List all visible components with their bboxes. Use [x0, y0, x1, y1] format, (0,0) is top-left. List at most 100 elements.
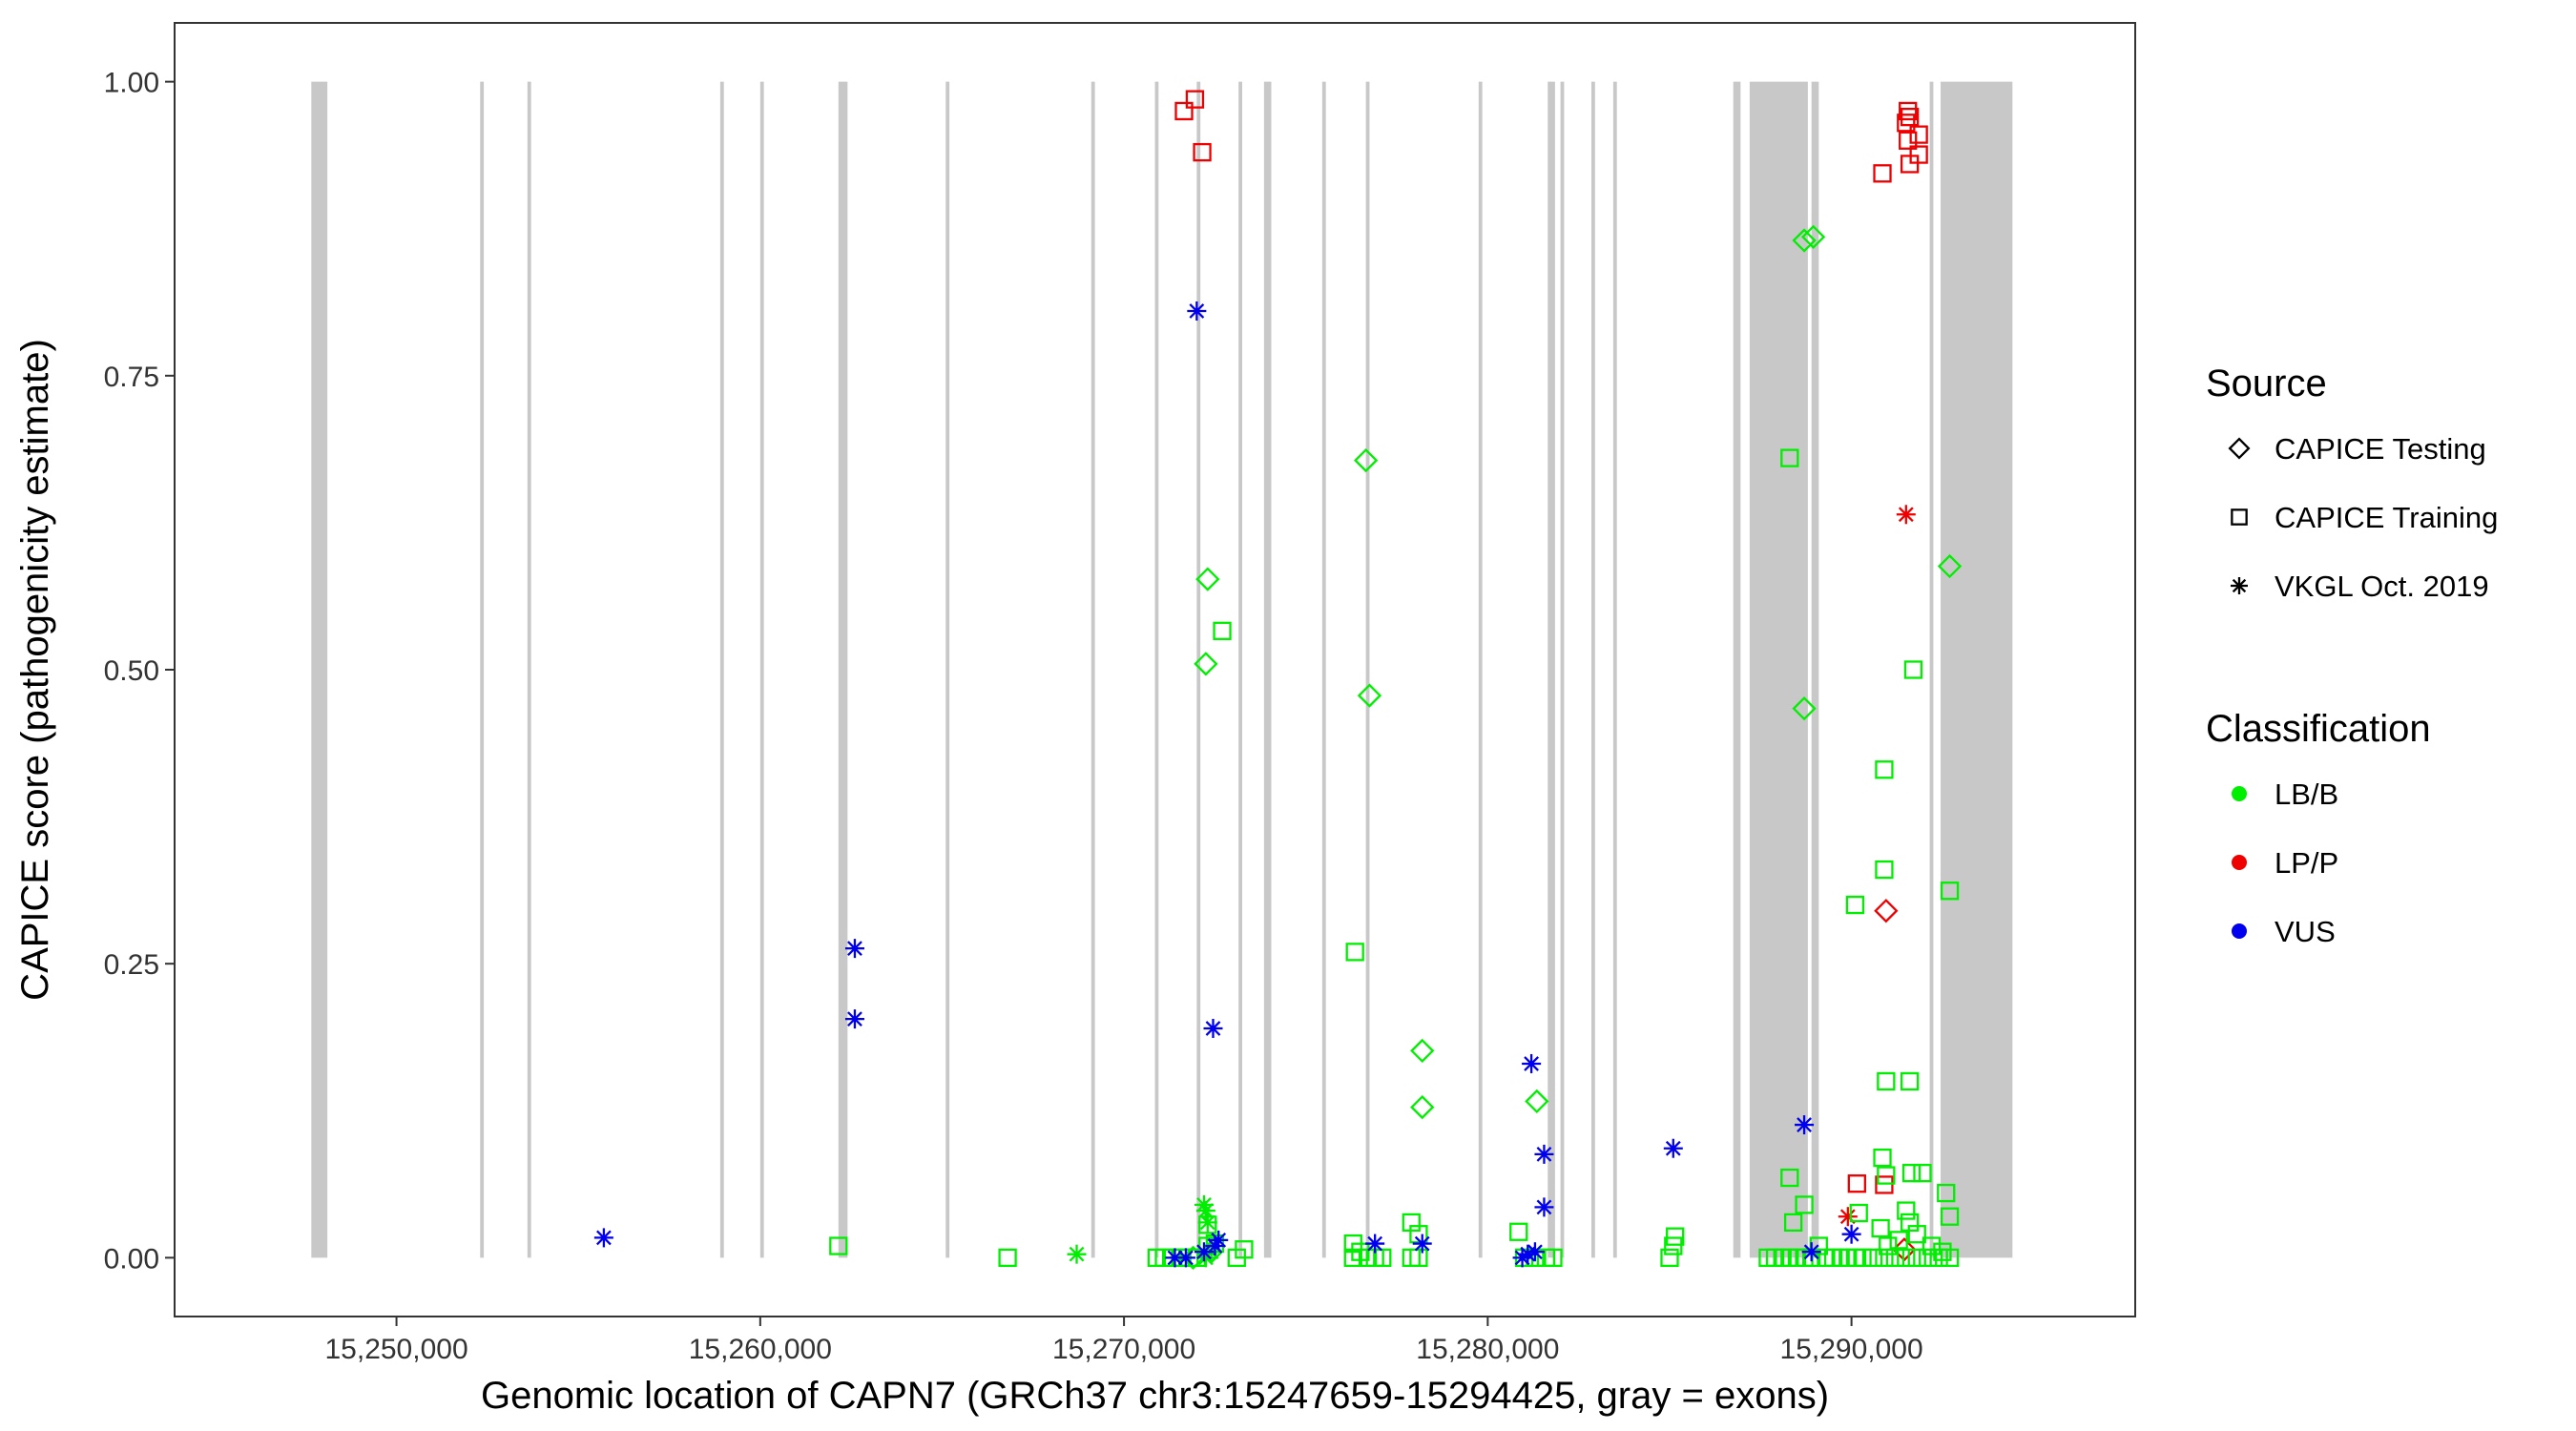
data-point [1509, 1222, 1528, 1241]
exon-band [1929, 81, 1934, 1258]
data-point [998, 1248, 1017, 1268]
legend-key-square [2231, 508, 2248, 526]
data-point [1780, 448, 1799, 467]
data-point [593, 1228, 613, 1248]
data-point [1849, 1203, 1868, 1223]
data-point [1365, 1234, 1385, 1254]
x-tick-label: 15,250,000 [324, 1334, 467, 1365]
exon-band [1478, 81, 1483, 1258]
legend-item-label: LP/P [2275, 846, 2338, 880]
series-points [593, 301, 1861, 1268]
data-point [1357, 683, 1382, 708]
data-point [1847, 1174, 1866, 1193]
data-point [1900, 1071, 1920, 1091]
data-point [1783, 1213, 1803, 1233]
exon-band [1365, 81, 1370, 1258]
data-point [1534, 1197, 1554, 1217]
series-points [1174, 90, 1928, 1194]
exon-band [1941, 81, 2013, 1258]
exon-band [1321, 81, 1326, 1258]
data-point [1345, 943, 1364, 962]
exon-band [480, 81, 485, 1258]
data-point [1900, 107, 1920, 127]
x-tick-label: 15,270,000 [1052, 1334, 1195, 1365]
data-point [1412, 1234, 1432, 1254]
y-tick-label: 0.50 [104, 655, 159, 687]
data-point [1875, 760, 1894, 779]
data-point [1663, 1138, 1683, 1158]
data-point [1795, 1115, 1815, 1135]
data-point [1187, 301, 1207, 321]
data-point [1940, 881, 1960, 901]
data-point [1940, 1248, 1960, 1268]
data-point [844, 1009, 864, 1029]
data-point [1185, 90, 1205, 109]
exon-band [945, 81, 950, 1258]
data-point [1877, 1166, 1896, 1185]
data-point [1875, 860, 1894, 880]
exon-band [1749, 81, 1808, 1258]
exon-band [1154, 81, 1159, 1258]
legend: Source CAPICE Testing CAPICE Training VKGL… [2206, 363, 2498, 948]
data-point [1909, 145, 1928, 164]
x-axis: 15,250,000 15,260,000 15,270,000 15,280,000… [324, 1317, 1923, 1365]
data-point [1525, 1242, 1545, 1262]
legend-title-source: Source [2206, 363, 2327, 404]
y-tick-label: 0.75 [104, 362, 159, 393]
data-point [1903, 660, 1923, 679]
exon-band [1560, 81, 1565, 1258]
data-point [1845, 895, 1865, 915]
data-point [1800, 224, 1826, 249]
x-tick-label: 15,280,000 [1416, 1334, 1559, 1365]
data-point [1863, 1248, 1883, 1268]
data-point [1195, 567, 1220, 591]
y-tick-label: 0.25 [104, 949, 159, 981]
exon-bands [311, 81, 2013, 1258]
data-point [1897, 114, 1916, 133]
exon-band [1196, 81, 1201, 1258]
y-tick-label: 0.00 [104, 1243, 159, 1275]
legend-item-label: VKGL Oct. 2019 [2275, 570, 2489, 603]
legend-item-label: CAPICE Training [2275, 501, 2498, 534]
data-point [1875, 1175, 1894, 1194]
data-point [1907, 1225, 1926, 1244]
data-point [1780, 1168, 1799, 1188]
legend-key-asterisk [2231, 577, 2248, 594]
legend-key-dot [2232, 923, 2247, 939]
legend-classification-items: LB/B LP/P VUS [2232, 778, 2338, 948]
data-point [829, 1236, 848, 1255]
series-points [1180, 224, 1963, 1270]
data-point [1929, 1248, 1948, 1268]
data-point [1410, 1094, 1435, 1120]
data-point [1409, 1225, 1428, 1244]
data-point [1402, 1248, 1421, 1268]
data-point [844, 939, 864, 959]
exon-band [759, 81, 764, 1258]
data-point [1193, 142, 1212, 162]
y-axis: 0.00 0.25 0.50 0.75 1.00 [104, 68, 175, 1275]
data-point [1853, 1248, 1872, 1268]
data-point [1919, 1248, 1938, 1268]
data-point [1067, 1244, 1087, 1264]
data-point [1664, 1236, 1683, 1255]
exon-band [719, 81, 724, 1258]
data-point [1873, 164, 1892, 183]
data-point [1841, 1224, 1861, 1244]
data-point [1522, 1053, 1542, 1073]
legend-title-classification: Classification [2206, 708, 2431, 750]
x-tick-label: 15,290,000 [1780, 1334, 1923, 1365]
data-point [1896, 505, 1916, 525]
data-point [1801, 1242, 1821, 1262]
y-tick-label: 1.00 [104, 68, 159, 99]
data-point [1875, 1248, 1894, 1268]
data-point [1525, 1089, 1549, 1114]
data-point [1909, 125, 1928, 144]
data-point [1901, 1163, 1922, 1183]
legend-item-label: LB/B [2275, 778, 2338, 811]
data-point [1195, 1201, 1215, 1221]
data-point [1666, 1227, 1685, 1246]
data-point [1871, 1218, 1890, 1238]
data-point [1913, 1163, 1932, 1183]
data-point [1874, 899, 1899, 923]
